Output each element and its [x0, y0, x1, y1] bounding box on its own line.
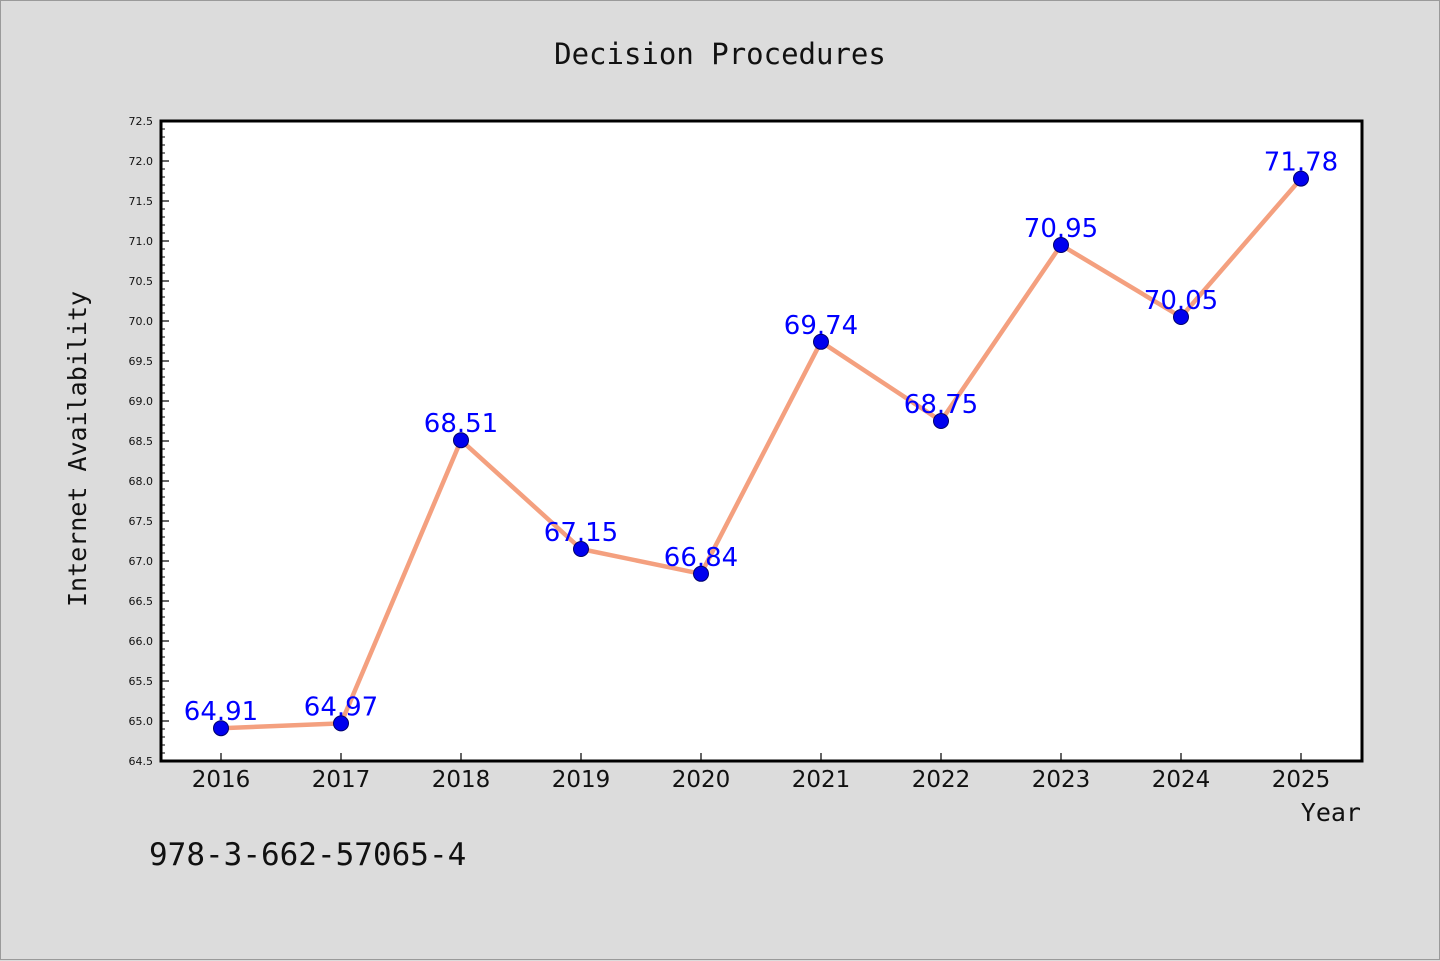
data-point — [813, 333, 829, 350]
markers-group — [213, 170, 1309, 737]
y-tick-label: 72.0 — [129, 155, 154, 168]
y-tick-label: 68.0 — [129, 475, 154, 488]
y-tick-label: 65.5 — [129, 675, 154, 688]
y-axis: 64.5 65.0 65.5 66.0 66.5 67.0 67.5 68.0 68.5 69.0… — [129, 115, 169, 768]
series-line — [220, 177, 1303, 731]
data-label: 68.51 — [424, 409, 498, 439]
x-tick-label: 2018 — [432, 767, 491, 793]
data-label: 70.95 — [1024, 214, 1098, 244]
x-tick-label: 2020 — [672, 767, 731, 793]
data-label: 67.15 — [544, 518, 618, 548]
y-tick-label: 70.0 — [129, 315, 154, 328]
data-point — [1173, 309, 1189, 325]
data-point — [933, 413, 949, 429]
series-line-group — [220, 177, 1303, 731]
data-point — [1293, 170, 1309, 187]
y-axis-label: Internet Availability — [63, 291, 92, 607]
x-tick-label: 2021 — [792, 767, 851, 793]
plot-area — [159, 119, 1364, 763]
x-tick-label: 2017 — [312, 767, 371, 793]
data-label: 68.75 — [904, 390, 978, 420]
x-tick-label: 2025 — [1272, 767, 1331, 793]
y-tick-label: 72.5 — [129, 115, 154, 128]
x-tick-label: 2019 — [552, 767, 611, 793]
x-tick-label: 2023 — [1032, 767, 1091, 793]
x-axis-label: Year — [1301, 798, 1361, 827]
y-tick-label: 70.5 — [129, 275, 154, 288]
y-tick-label: 66.0 — [129, 635, 154, 648]
data-point — [213, 720, 229, 737]
data-point — [693, 565, 709, 582]
y-tick-label: 66.5 — [129, 595, 154, 608]
y-tick-label: 68.5 — [129, 435, 154, 448]
data-label: 71.78 — [1264, 148, 1338, 178]
y-tick-label: 67.5 — [129, 515, 154, 528]
y-tick-label: 69.0 — [129, 395, 154, 408]
chart-title: Decision Procedures — [554, 37, 886, 71]
data-label: 69.74 — [784, 311, 858, 341]
data-label: 64.97 — [304, 692, 378, 722]
y-tick-label: 71.5 — [129, 195, 154, 208]
data-point — [453, 432, 469, 449]
data-label: 70.05 — [1144, 286, 1218, 316]
x-tick-label: 2016 — [192, 767, 251, 793]
y-tick-label: 65.0 — [129, 715, 154, 728]
y-tick-label: 69.5 — [129, 355, 154, 368]
data-label: 64.91 — [184, 697, 258, 727]
x-tick-label: 2024 — [1152, 767, 1211, 793]
x-axis: 2016 2017 2018 2019 2020 2021 2022 2023 2024 2025 — [192, 753, 1331, 793]
y-tick-label: 67.0 — [129, 555, 154, 568]
y-tick-label: 71.0 — [129, 235, 154, 248]
data-labels-group: 64.91 64.97 68.51 67.15 66.84 69.74 68.75 70.95… — [184, 148, 1338, 728]
x-tick-label: 2022 — [912, 767, 971, 793]
y-tick-label: 64.5 — [129, 755, 154, 768]
data-point — [333, 715, 349, 732]
data-point — [573, 541, 589, 557]
data-label: 66.84 — [664, 543, 738, 573]
data-point — [1053, 237, 1069, 253]
isbn-text: 978-3-662-57065-4 — [149, 837, 466, 873]
